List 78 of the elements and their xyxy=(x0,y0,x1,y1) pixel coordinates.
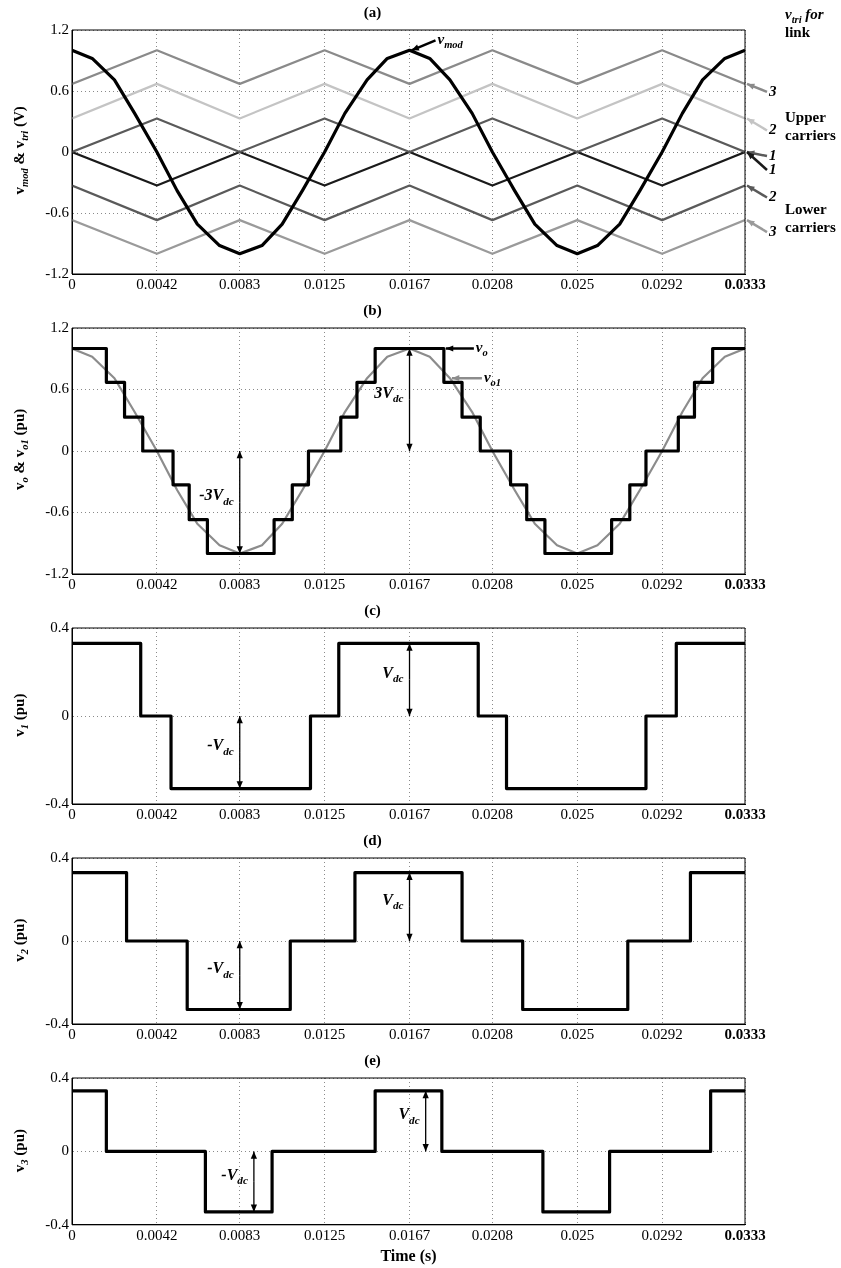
x-tick-label: 0.0292 xyxy=(641,275,683,292)
x-tick-label: 0.025 xyxy=(560,1226,595,1243)
x-tick-label: 0.0042 xyxy=(136,575,178,592)
x-tick-label: 0.0083 xyxy=(219,575,261,592)
x-tick-label: 0.025 xyxy=(560,1025,595,1042)
y-tick-label: -0.4 xyxy=(45,1014,70,1031)
x-tick-label: 0.0333 xyxy=(724,1226,766,1243)
x-tick-label: 0.0208 xyxy=(471,1226,513,1243)
x-tick-label: 0.0125 xyxy=(304,805,346,822)
y-tick-label: -1.2 xyxy=(45,564,69,581)
y-tick-label: -0.6 xyxy=(45,203,70,220)
chart-title: (b) xyxy=(363,301,382,319)
chart-title: (c) xyxy=(364,601,381,619)
y-tick-label: 0.4 xyxy=(50,848,70,865)
y-tick-label: 0.4 xyxy=(50,1068,70,1085)
x-tick-label: 0.0125 xyxy=(304,275,346,292)
y-tick-label: 0 xyxy=(61,441,69,458)
legend-label: 2 xyxy=(768,121,777,138)
y-axis-title: v1 (pu) xyxy=(10,693,30,737)
x-tick-label: 0.0292 xyxy=(641,1025,683,1042)
legend-label: 3 xyxy=(768,82,777,99)
x-tick-label: 0.0292 xyxy=(641,1226,683,1243)
y-tick-label: 1.2 xyxy=(50,318,69,335)
x-axis-title: Time (s) xyxy=(380,1246,437,1265)
y-tick-label: 0.6 xyxy=(50,81,70,98)
x-tick-label: 0.0292 xyxy=(641,575,683,592)
x-tick-label: 0.0333 xyxy=(724,805,766,822)
x-tick-label: 0.0167 xyxy=(388,575,431,592)
y-tick-label: -1.2 xyxy=(45,264,69,281)
x-tick-label: 0.0083 xyxy=(219,805,261,822)
x-tick-label: 0.0167 xyxy=(388,275,431,292)
x-tick-label: 0.0125 xyxy=(304,1025,346,1042)
y-axis-title: vmod & vtri (V) xyxy=(10,106,30,195)
chart-title: (d) xyxy=(363,831,382,849)
x-tick-label: 0.0042 xyxy=(136,1025,178,1042)
x-tick-label: 0.025 xyxy=(560,575,595,592)
x-tick-label: 0.0125 xyxy=(304,575,346,592)
x-tick-label: 0.0208 xyxy=(471,805,513,822)
y-tick-label: -0.6 xyxy=(45,503,70,520)
x-tick-label: 0.0333 xyxy=(724,1025,766,1042)
x-tick-label: 0.0208 xyxy=(471,1025,513,1042)
x-tick-label: 0.0208 xyxy=(471,275,513,292)
x-tick-label: 0.0083 xyxy=(219,1226,261,1243)
x-tick-label: 0.0333 xyxy=(724,275,766,292)
x-tick-label: 0.0042 xyxy=(136,275,178,292)
legend-label: 3 xyxy=(768,222,777,239)
y-tick-label: 0.4 xyxy=(50,618,70,635)
legend-label: 1 xyxy=(769,146,777,163)
x-tick-label: 0.0333 xyxy=(724,575,766,592)
y-axis-title: v2 (pu) xyxy=(10,918,30,962)
x-tick-label: 0.0167 xyxy=(388,1025,431,1042)
x-tick-label: 0.0167 xyxy=(388,805,431,822)
y-tick-label: 0 xyxy=(61,142,69,159)
x-tick-label: 0.0042 xyxy=(136,805,178,822)
x-tick-label: 0.0125 xyxy=(304,1226,346,1243)
x-tick-label: 0.025 xyxy=(560,275,595,292)
text: Upper carriers xyxy=(785,108,836,143)
y-tick-label: -0.4 xyxy=(45,794,70,811)
x-tick-label: 0.0208 xyxy=(471,575,513,592)
y-tick-label: 1.2 xyxy=(50,20,69,37)
y-tick-label: 0 xyxy=(61,706,69,723)
y-tick-label: 0 xyxy=(61,931,69,948)
y-tick-label: -0.4 xyxy=(45,1215,70,1232)
y-axis-title: vo & vo1 (pu) xyxy=(10,408,30,490)
x-tick-label: 0.0167 xyxy=(388,1226,431,1243)
y-axis-title: v3 (pu) xyxy=(10,1128,30,1173)
series-label: 1 xyxy=(769,160,777,177)
x-tick-label: 0.0083 xyxy=(219,1025,261,1042)
y-tick-label: 0.6 xyxy=(50,380,70,397)
x-tick-label: 0.0292 xyxy=(641,805,683,822)
text: Lower carriers xyxy=(785,201,836,236)
y-tick-label: 0 xyxy=(61,1142,69,1159)
chart-title: (e) xyxy=(364,1051,381,1069)
legend-label: 2 xyxy=(768,188,777,205)
x-tick-label: 0.0083 xyxy=(219,275,261,292)
chart-title: (a) xyxy=(363,3,382,21)
x-tick-label: 0.025 xyxy=(560,805,595,822)
x-tick-label: 0.0042 xyxy=(136,1226,178,1243)
